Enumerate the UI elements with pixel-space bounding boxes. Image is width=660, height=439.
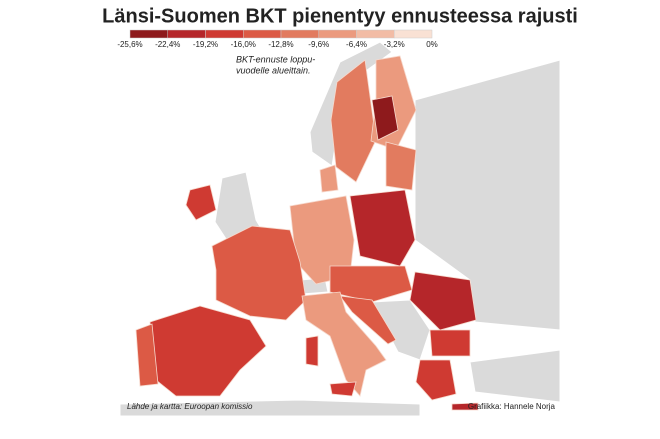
legend: -25,6% -22,4% -19,2% -16,0% -12,8% -9,6% -6,4%… bbox=[117, 29, 438, 49]
central-europe bbox=[329, 265, 413, 303]
crete bbox=[451, 402, 479, 411]
map bbox=[119, 41, 561, 417]
france bbox=[211, 225, 307, 321]
sardinia bbox=[305, 335, 319, 367]
italy bbox=[301, 291, 387, 397]
norway bbox=[309, 41, 393, 167]
legend-swatch bbox=[205, 29, 244, 39]
bulgaria bbox=[429, 329, 471, 357]
greece bbox=[415, 359, 457, 401]
legend-label: -25,6% bbox=[117, 40, 142, 49]
legend-label: -12,8% bbox=[268, 40, 293, 49]
legend-label: -22,4% bbox=[155, 40, 180, 49]
legend-label: -19,2% bbox=[193, 40, 218, 49]
croatia bbox=[339, 295, 397, 345]
portugal bbox=[135, 323, 159, 387]
sicily bbox=[329, 381, 357, 397]
turkey bbox=[469, 349, 561, 403]
poland bbox=[349, 189, 416, 267]
legend-label: -3,2% bbox=[384, 40, 405, 49]
legend-swatch bbox=[356, 29, 395, 39]
sweden bbox=[330, 59, 377, 183]
note: BKT-ennuste loppu- bbox=[236, 54, 315, 64]
north-africa bbox=[119, 399, 421, 417]
source: Lähde ja kartta: Euroopan komissio bbox=[127, 402, 253, 411]
legend-label: -9,6% bbox=[308, 40, 329, 49]
note: vuodelle alueittain. bbox=[236, 65, 311, 75]
title: Länsi-Suomen BKT pienentyy ennusteessa r… bbox=[102, 5, 578, 27]
baltics bbox=[385, 141, 417, 191]
finland-west bbox=[371, 95, 399, 141]
credit: Grafiikka: Hannele Norja bbox=[468, 402, 556, 411]
legend-label: -6,4% bbox=[346, 40, 367, 49]
ireland bbox=[185, 184, 217, 221]
legend-swatch bbox=[318, 29, 357, 39]
legend-swatch bbox=[280, 29, 319, 39]
legend-swatch bbox=[243, 29, 282, 39]
legend-label: -16,0% bbox=[231, 40, 256, 49]
romania bbox=[409, 271, 477, 331]
legend-swatch bbox=[167, 29, 206, 39]
spain bbox=[149, 305, 267, 397]
denmark bbox=[319, 164, 339, 193]
legend-swatch bbox=[394, 29, 433, 39]
balkans bbox=[371, 299, 431, 361]
legend-label: 0% bbox=[426, 40, 438, 49]
legend-swatch bbox=[129, 29, 168, 39]
